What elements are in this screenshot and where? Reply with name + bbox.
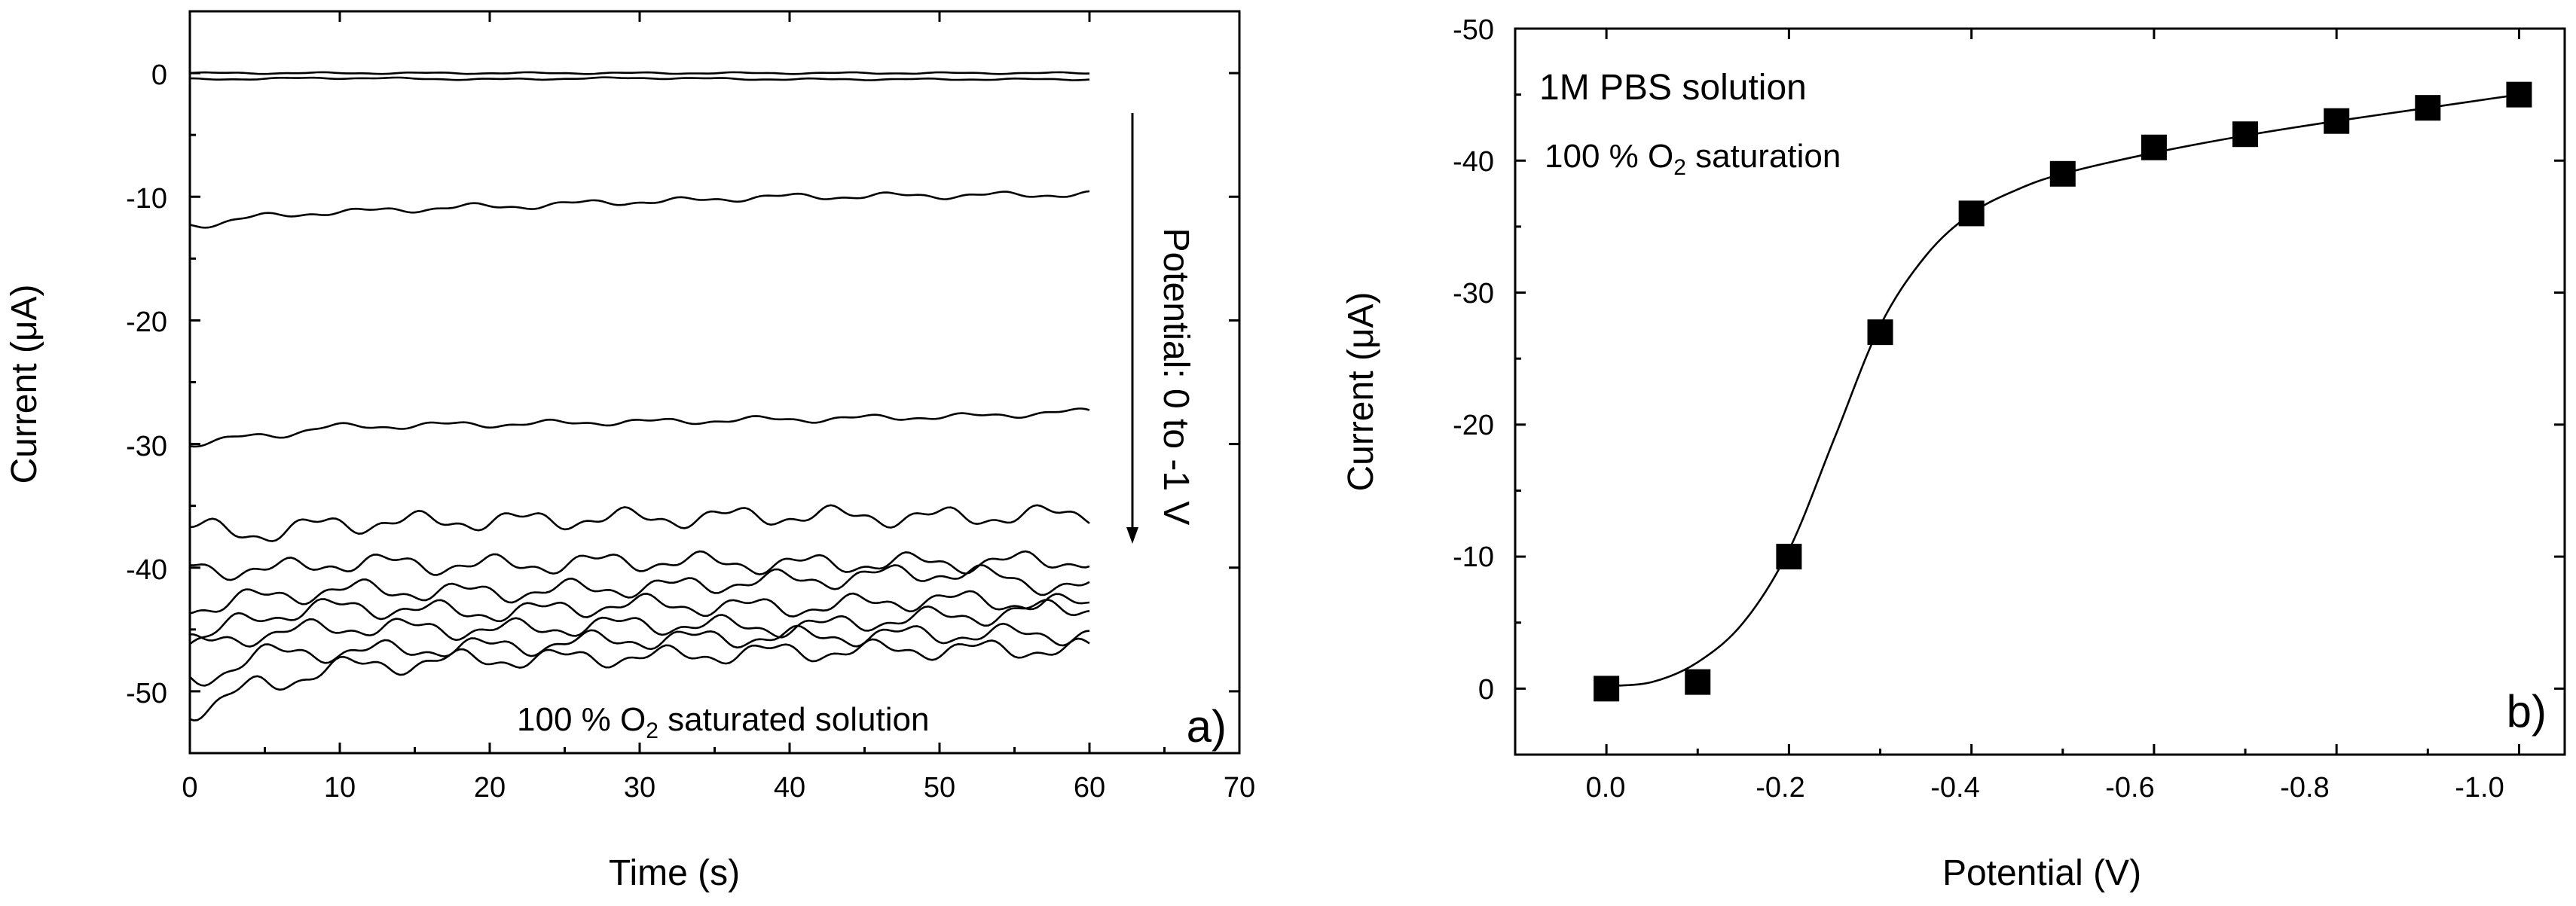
ticks-a (188, 11, 1241, 755)
y-tick-label: -40 (1453, 146, 1494, 178)
x-tick-label: 70 (1224, 772, 1255, 804)
y-tick-label: 0 (151, 59, 167, 91)
y-tick-label: -10 (1453, 541, 1494, 573)
chart-panel-a: 0 10 20 30 40 50 60 70 0 -10 -20 -30 -40… (5, 10, 1255, 893)
x-tick-label: -0.6 (2105, 772, 2154, 804)
data-point (2141, 134, 2167, 160)
panel-label-a: a) (1187, 701, 1227, 752)
data-points-b (1594, 81, 2532, 702)
x-tick-label: -1.0 (2455, 772, 2504, 804)
x-tick-label: -0.2 (1756, 772, 1804, 804)
series-line (189, 590, 1090, 645)
y-axis-title-b: Current (μA) (1341, 291, 1381, 491)
series-group-a (189, 71, 1090, 721)
x-tick-label: 60 (1074, 772, 1105, 804)
data-point (2232, 121, 2259, 148)
data-point (2415, 95, 2441, 121)
x-tick-labels-a: 0 10 20 30 40 50 60 70 (182, 772, 1255, 804)
solution-label: 1M PBS solution (1539, 68, 1807, 108)
panel-label-b: b) (2507, 686, 2547, 737)
x-axis-title-b: Potential (V) (1942, 853, 2141, 893)
x-tick-label: 0 (182, 772, 197, 804)
y-tick-label: -40 (126, 554, 167, 586)
series-line (189, 563, 1090, 615)
series-line (189, 637, 1090, 721)
data-point (1958, 200, 1985, 227)
x-axis-title-a: Time (s) (609, 853, 740, 893)
y-axis-title-a: Current (μA) (5, 284, 44, 484)
saturated-solution-note: 100 % O2 saturated solution (517, 701, 929, 743)
potential-sweep-label: Potential: 0 to -1 V (1156, 228, 1196, 526)
y-tick-label: -30 (126, 431, 167, 462)
x-tick-labels-b: 0.0 -0.2 -0.4 -0.6 -0.8 -1.0 (1586, 772, 2504, 804)
series-line (189, 622, 1090, 687)
x-tick-label: 10 (324, 772, 356, 804)
y-tick-labels-b: 0 -10 -20 -30 -40 -50 (1453, 14, 1494, 706)
plot-frame-a (188, 10, 1241, 755)
series-line (189, 407, 1090, 448)
data-point (2506, 81, 2532, 108)
y-tick-labels-a: 0 -10 -20 -30 -40 -50 (126, 59, 167, 709)
saturation-note: 100 % O2 saturation (1545, 138, 1841, 180)
x-tick-label: -0.8 (2280, 772, 2329, 804)
ticks-b (1514, 27, 2565, 756)
x-tick-label: 0.0 (1586, 772, 1626, 804)
series-line (189, 71, 1090, 75)
y-tick-label: -20 (126, 307, 167, 338)
series-line (189, 504, 1090, 542)
x-tick-label: 40 (774, 772, 805, 804)
x-tick-label: 50 (924, 772, 955, 804)
plot-frame-b (1514, 27, 2566, 756)
data-point (2324, 108, 2350, 134)
data-point (2049, 160, 2076, 187)
data-point (1776, 544, 1802, 570)
fit-curve (1606, 93, 2519, 688)
y-tick-label: 0 (1478, 674, 1494, 706)
chart-panel-b: 0.0 -0.2 -0.4 -0.6 -0.8 -1.0 0 -10 -20 -… (1341, 14, 2566, 893)
series-line (189, 190, 1090, 229)
y-tick-label: -50 (1453, 14, 1494, 46)
y-tick-label: -50 (126, 678, 167, 709)
x-tick-label: 30 (624, 772, 655, 804)
series-line (189, 599, 1090, 648)
y-tick-label: -20 (1453, 410, 1494, 441)
y-tick-label: -30 (1453, 278, 1494, 310)
x-tick-label: -0.4 (1930, 772, 1979, 804)
x-tick-label: 20 (474, 772, 506, 804)
series-line (190, 76, 1090, 81)
y-tick-label: -10 (126, 183, 167, 215)
data-point (1685, 669, 1711, 695)
potential-arrow-head (1126, 527, 1138, 544)
data-point (1867, 319, 1893, 346)
series-line (190, 550, 1090, 581)
data-point (1594, 676, 1620, 702)
